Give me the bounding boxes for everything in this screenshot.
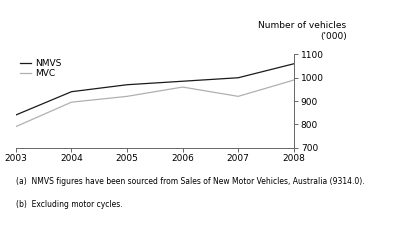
MVC	[13, 125, 18, 128]
Text: (a)  NMVS figures have been sourced from Sales of New Motor Vehicles, Australia : (a) NMVS figures have been sourced from …	[16, 177, 364, 186]
NMVS	[236, 76, 241, 79]
Line: NMVS: NMVS	[16, 64, 294, 115]
Text: (b)  Excluding motor cycles.: (b) Excluding motor cycles.	[16, 200, 123, 209]
MVC	[291, 79, 296, 81]
MVC	[125, 95, 129, 98]
MVC	[69, 101, 74, 104]
Text: Number of vehicles
('000): Number of vehicles ('000)	[258, 21, 347, 41]
NMVS	[69, 90, 74, 93]
MVC	[236, 95, 241, 98]
MVC	[180, 86, 185, 88]
NMVS	[180, 80, 185, 83]
NMVS	[291, 62, 296, 65]
Line: MVC: MVC	[16, 80, 294, 127]
NMVS	[13, 114, 18, 116]
Legend: NMVS, MVC: NMVS, MVC	[20, 59, 61, 78]
NMVS	[125, 83, 129, 86]
